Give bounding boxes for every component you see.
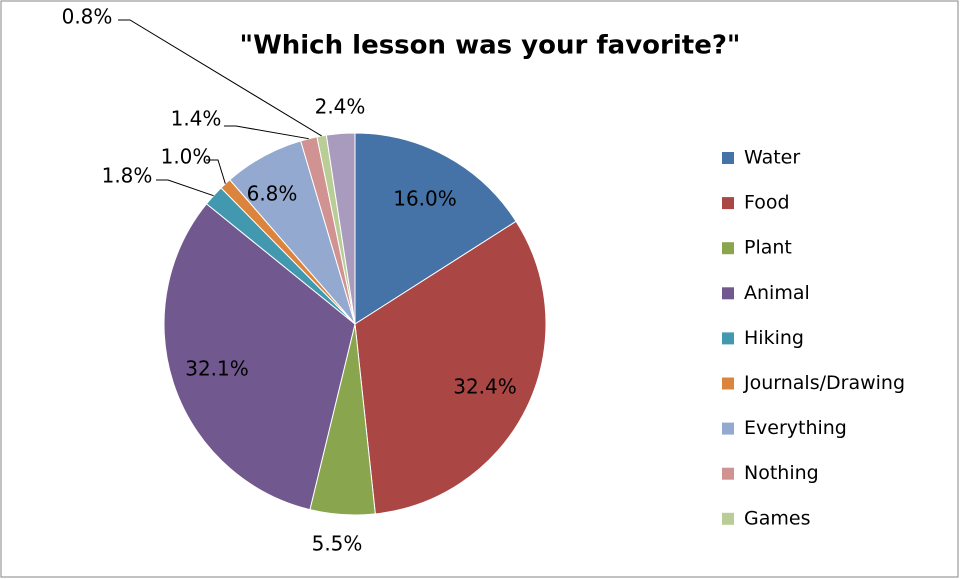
pie-slice (163, 203, 356, 511)
legend-label: Animal (744, 282, 810, 304)
data-label: 2.4% (315, 95, 366, 119)
data-label: 32.4% (453, 375, 517, 399)
legend-swatch (722, 512, 734, 525)
data-label: 0.8% (62, 5, 113, 29)
legend-swatch (722, 467, 734, 480)
leader-line (118, 19, 322, 137)
pie-slice (325, 132, 356, 325)
legend-label: Games (744, 507, 810, 529)
legend-label: Journals/Drawing (743, 372, 905, 394)
pie-slice (354, 132, 517, 325)
leader-line (206, 159, 226, 184)
data-label: 32.1% (185, 357, 249, 381)
legend-label: Water (744, 147, 800, 169)
leader-line (224, 125, 309, 140)
data-label: 1.4% (171, 107, 222, 131)
pie-slice (354, 220, 547, 515)
data-label: 5.5% (312, 532, 363, 556)
legend-swatch (722, 377, 734, 390)
chart-title: "Which lesson was your favorite?" (240, 31, 741, 61)
legend-swatch (722, 287, 734, 300)
data-label: 6.8% (247, 182, 298, 206)
leader-line (156, 179, 214, 197)
data-label: 1.0% (161, 145, 212, 169)
data-label: 1.8% (102, 164, 153, 188)
legend-swatch (722, 197, 734, 210)
legend-swatch (722, 422, 734, 435)
legend-label: Food (744, 192, 790, 214)
legend-label: Everything (744, 417, 847, 439)
data-label: 16.0% (393, 187, 457, 211)
legend-label: Hiking (744, 327, 804, 349)
legend-swatch (722, 332, 734, 345)
legend-swatch (722, 152, 734, 164)
legend-label: Nothing (744, 462, 819, 484)
legend-swatch (722, 242, 734, 255)
legend-label: Plant (744, 237, 792, 259)
